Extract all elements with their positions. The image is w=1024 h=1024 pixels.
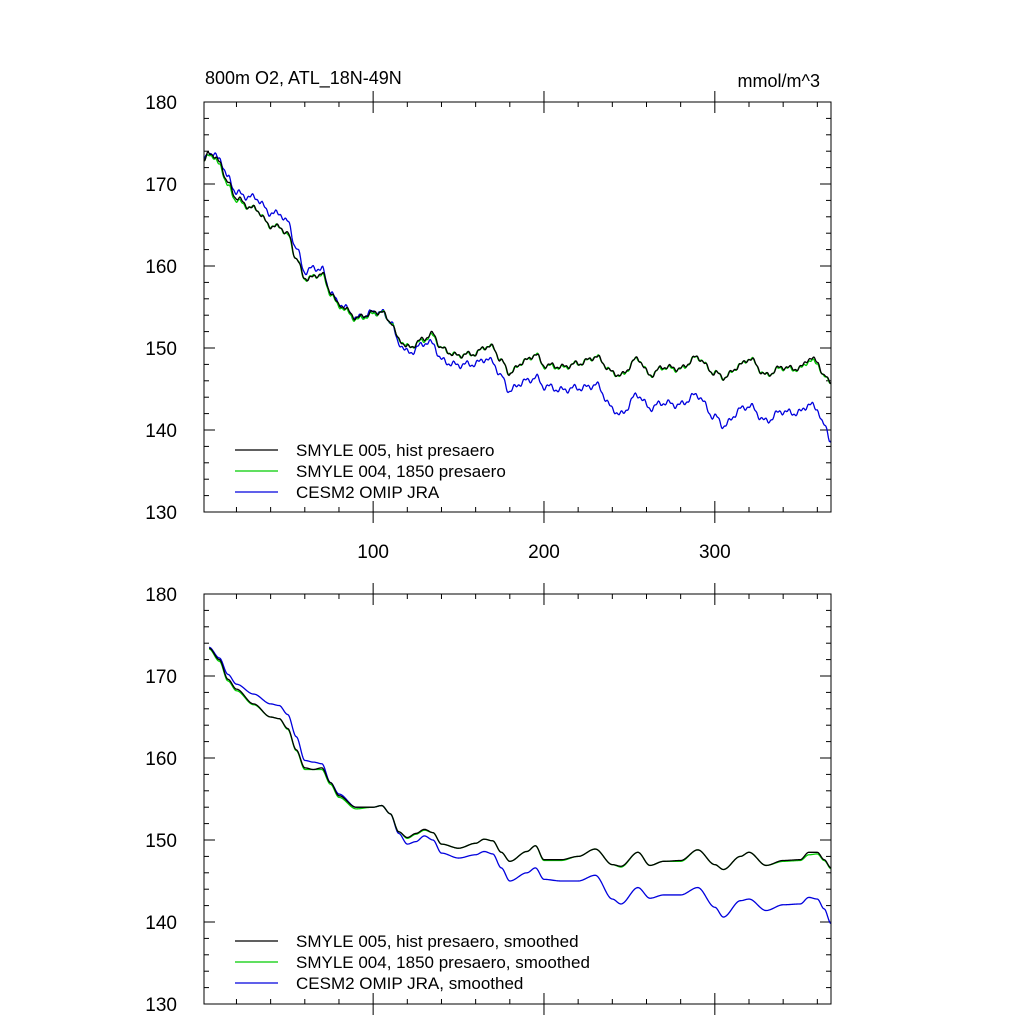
x-tick-label: 100 xyxy=(357,542,389,563)
legend-label-smyle004: SMYLE 004, 1850 presaero xyxy=(296,462,506,481)
top-panel-series xyxy=(203,151,832,443)
y-tick-label: 140 xyxy=(145,913,177,934)
y-tick-label: 170 xyxy=(145,667,177,688)
series-line-cesm2-smoothed xyxy=(208,646,832,925)
y-tick-label: 130 xyxy=(145,503,177,524)
y-tick-label: 180 xyxy=(145,93,177,114)
series-line-cesm2 xyxy=(203,152,832,443)
series-line-smyle005 xyxy=(203,151,832,385)
legend-label-cesm2-smoothed: CESM2 OMIP JRA, smoothed xyxy=(296,974,523,993)
bottom-panel-legend: SMYLE 005, hist presaero, smoothed SMYLE… xyxy=(235,932,590,993)
y-tick-label: 160 xyxy=(145,257,177,278)
bottom-panel-frame xyxy=(203,593,832,1005)
top-panel-ticks: 130 140 150 160 170 180 100 200 300 xyxy=(145,91,831,563)
top-panel-legend: SMYLE 005, hist presaero SMYLE 004, 1850… xyxy=(235,441,506,502)
legend-label-cesm2: CESM2 OMIP JRA xyxy=(296,483,440,502)
bottom-panel-ticks: 130 140 150 160 170 180 xyxy=(145,583,831,1016)
y-tick-label: 160 xyxy=(145,749,177,770)
series-line-smyle004-smoothed xyxy=(208,648,832,871)
legend-label-smyle005: SMYLE 005, hist presaero xyxy=(296,441,494,460)
y-tick-label: 150 xyxy=(145,831,177,852)
series-line-smyle005-smoothed xyxy=(208,647,832,871)
bottom-panel-series xyxy=(208,646,832,925)
y-tick-label: 170 xyxy=(145,175,177,196)
x-tick-label: 200 xyxy=(528,542,560,563)
top-panel: 130 140 150 160 170 180 100 200 300 SMYLE 005, h… xyxy=(145,91,832,563)
y-tick-label: 180 xyxy=(145,585,177,606)
units-label: mmol/m^3 xyxy=(738,71,820,91)
series-line-smyle004 xyxy=(203,154,832,385)
y-tick-label: 130 xyxy=(145,995,177,1016)
figure-title: 800m O2, ATL_18N-49N xyxy=(205,68,402,89)
legend-label-smyle005-smoothed: SMYLE 005, hist presaero, smoothed xyxy=(296,932,579,951)
x-tick-label: 300 xyxy=(699,542,731,563)
top-panel-frame xyxy=(203,101,832,513)
bottom-panel: 130 140 150 160 170 180 SMYLE 005, hist presa… xyxy=(145,583,832,1016)
legend-label-smyle004-smoothed: SMYLE 004, 1850 presaero, smoothed xyxy=(296,953,590,972)
y-tick-label: 140 xyxy=(145,421,177,442)
y-tick-label: 150 xyxy=(145,339,177,360)
